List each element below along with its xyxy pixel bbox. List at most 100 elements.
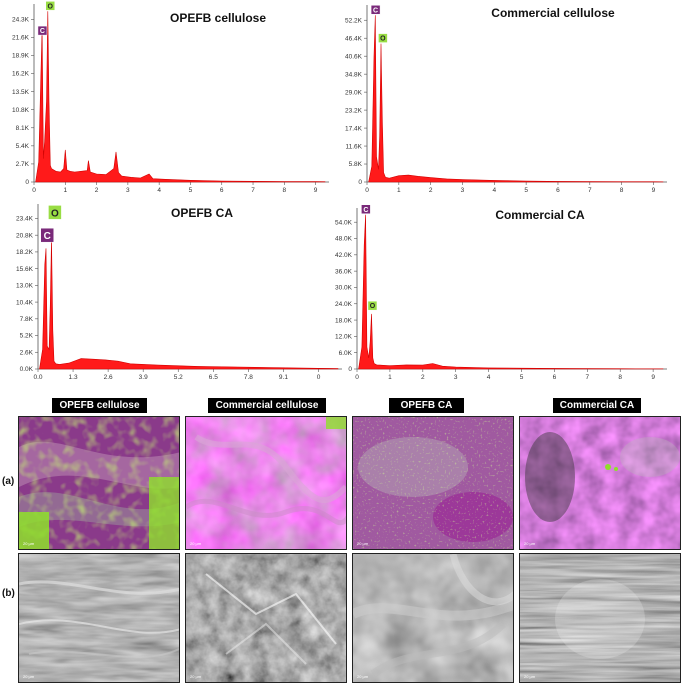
- x-tick-label: 0: [365, 187, 369, 194]
- peak-tag-text: O: [51, 208, 59, 219]
- spectrum-series: [368, 15, 664, 183]
- x-tick-label: 0.0: [33, 374, 42, 381]
- x-tick-label: 6.5: [209, 374, 218, 381]
- peak-label-o: O: [367, 300, 378, 311]
- y-tick-label: 30.0K: [335, 285, 353, 292]
- y-tick-label: 8.1K: [16, 125, 30, 132]
- x-tick-label: 7: [588, 187, 592, 194]
- spectrum-panel-commercial-cellulose: Commercial cellulose 0 5.8K 11.6K 17.4K 23.2K…: [335, 0, 685, 195]
- scale-bar-label: 20 µm: [524, 674, 536, 679]
- x-tick-label: 8: [283, 187, 287, 194]
- x-tick-label: 0: [32, 187, 36, 194]
- peak-tag-text: C: [40, 28, 45, 35]
- y-tick-label: 21.6K: [12, 35, 30, 42]
- peak-tag-text: C: [363, 207, 368, 214]
- x-tick-label: 9: [652, 187, 656, 194]
- y-tick-label: 0.0K: [20, 366, 34, 373]
- y-tick-label: 34.8K: [345, 71, 363, 78]
- y-tick-label: 52.2K: [345, 17, 363, 24]
- x-tick-label: 3: [454, 374, 458, 381]
- peak-tag-text: O: [380, 36, 386, 43]
- spectrum-series: [39, 238, 339, 370]
- y-tick-label: 2.6K: [20, 349, 34, 356]
- y-tick-label: 23.4K: [16, 216, 34, 223]
- y-tick-label: 10.8K: [12, 107, 30, 114]
- y-tick-label: 0: [348, 366, 352, 373]
- image-header-opefb-cellulose: OPEFB cellulose: [52, 398, 147, 413]
- x-tick-label: 8: [620, 187, 624, 194]
- image-header-opefb-ca: OPEFB CA: [389, 398, 464, 413]
- y-tick-label: 7.8K: [20, 316, 34, 323]
- y-tick-label: 13.0K: [16, 283, 34, 290]
- x-tick-label: 5: [524, 187, 528, 194]
- sem-image: [186, 554, 346, 682]
- x-tick-label: 5.2: [174, 374, 183, 381]
- peak-label-c: C: [370, 5, 381, 15]
- chart-title: Commercial CA: [495, 208, 585, 222]
- peak-label-c: C: [361, 204, 371, 215]
- y-tick-label: 20.8K: [16, 232, 34, 239]
- chart-title: OPEFB cellulose: [170, 11, 266, 25]
- peak-tag-box: [45, 1, 56, 11]
- peak-tag-box: [48, 205, 62, 220]
- peak-tag-box: [361, 204, 371, 215]
- x-tick-label: 6: [220, 187, 224, 194]
- y-tick-label: 40.6K: [345, 53, 363, 60]
- sem-image-opefb-ca: 20 µm: [352, 553, 514, 683]
- eds-map-image: [19, 417, 179, 549]
- y-tick-label: 42.0K: [335, 252, 353, 259]
- x-tick-label: 0: [355, 374, 359, 381]
- eds-map-image: [353, 417, 513, 549]
- scale-bar-label: 20 µm: [23, 541, 35, 546]
- y-tick-label: 17.4K: [345, 125, 363, 132]
- peak-tag-text: O: [370, 303, 376, 310]
- image-header-commercial-ca: Commercial CA: [553, 398, 641, 413]
- peak-label-o: O: [45, 1, 56, 11]
- x-tick-label: 8: [618, 374, 622, 381]
- sem-image: [520, 554, 680, 682]
- y-tick-label: 29.0K: [345, 89, 363, 96]
- x-tick-label: 4: [157, 187, 161, 194]
- y-tick-label: 18.0K: [335, 317, 353, 324]
- x-tick-label: 5: [189, 187, 193, 194]
- x-tick-label: 7: [586, 374, 590, 381]
- x-tick-label: 6: [556, 187, 560, 194]
- x-tick-label: 7.8: [244, 374, 253, 381]
- y-tick-label: 15.6K: [16, 266, 34, 273]
- y-tick-label: 2.7K: [16, 161, 30, 168]
- scale-bar-label: 20 µm: [357, 541, 369, 546]
- y-tick-label: 24.0K: [335, 301, 353, 308]
- y-tick-label: 46.4K: [345, 35, 363, 42]
- scale-bar-label: 20 µm: [524, 541, 536, 546]
- scale-bar-label: 20 µm: [23, 674, 35, 679]
- y-tick-label: 10.4K: [16, 299, 34, 306]
- x-tick-label: 2: [95, 187, 99, 194]
- peak-tag-box: [378, 33, 388, 43]
- y-tick-label: 18.9K: [12, 53, 30, 60]
- y-tick-label: 5.8K: [349, 161, 363, 168]
- peak-tag-box: [37, 25, 48, 36]
- x-tick-label: 5: [520, 374, 524, 381]
- chart-title: OPEFB CA: [171, 206, 233, 220]
- y-tick-label: 18.2K: [16, 249, 34, 256]
- y-tick-label: 5.2K: [20, 333, 34, 340]
- x-tick-label: 9: [314, 187, 318, 194]
- y-tick-label: 0: [25, 179, 29, 186]
- spectrum-panel-opefb-cellulose: OPEFB cellulose 0 2.7K 5.4K 8.1K 10.8K 13.5K 16…: [0, 0, 335, 195]
- y-tick-label: 6.0K: [339, 350, 353, 357]
- sem-image: [19, 554, 179, 682]
- x-tick-label: 3: [461, 187, 465, 194]
- row-label-a: (a): [2, 476, 15, 487]
- x-tick-label: 1: [63, 187, 67, 194]
- x-tick-label: 6: [553, 374, 557, 381]
- eds-map-commercial-ca: 20 µm: [519, 416, 681, 550]
- y-tick-label: 12.0K: [335, 334, 353, 341]
- y-tick-label: 24.3K: [12, 17, 30, 24]
- sem-image-commercial-cellulose: 20 µm: [185, 553, 347, 683]
- sem-image: [353, 554, 513, 682]
- x-tick-label: 3.9: [139, 374, 148, 381]
- scale-bar-label: 20 µm: [357, 674, 369, 679]
- y-tick-label: 23.2K: [345, 107, 363, 114]
- y-tick-label: 54.0K: [335, 219, 353, 226]
- scale-bar-label: 20 µm: [190, 541, 202, 546]
